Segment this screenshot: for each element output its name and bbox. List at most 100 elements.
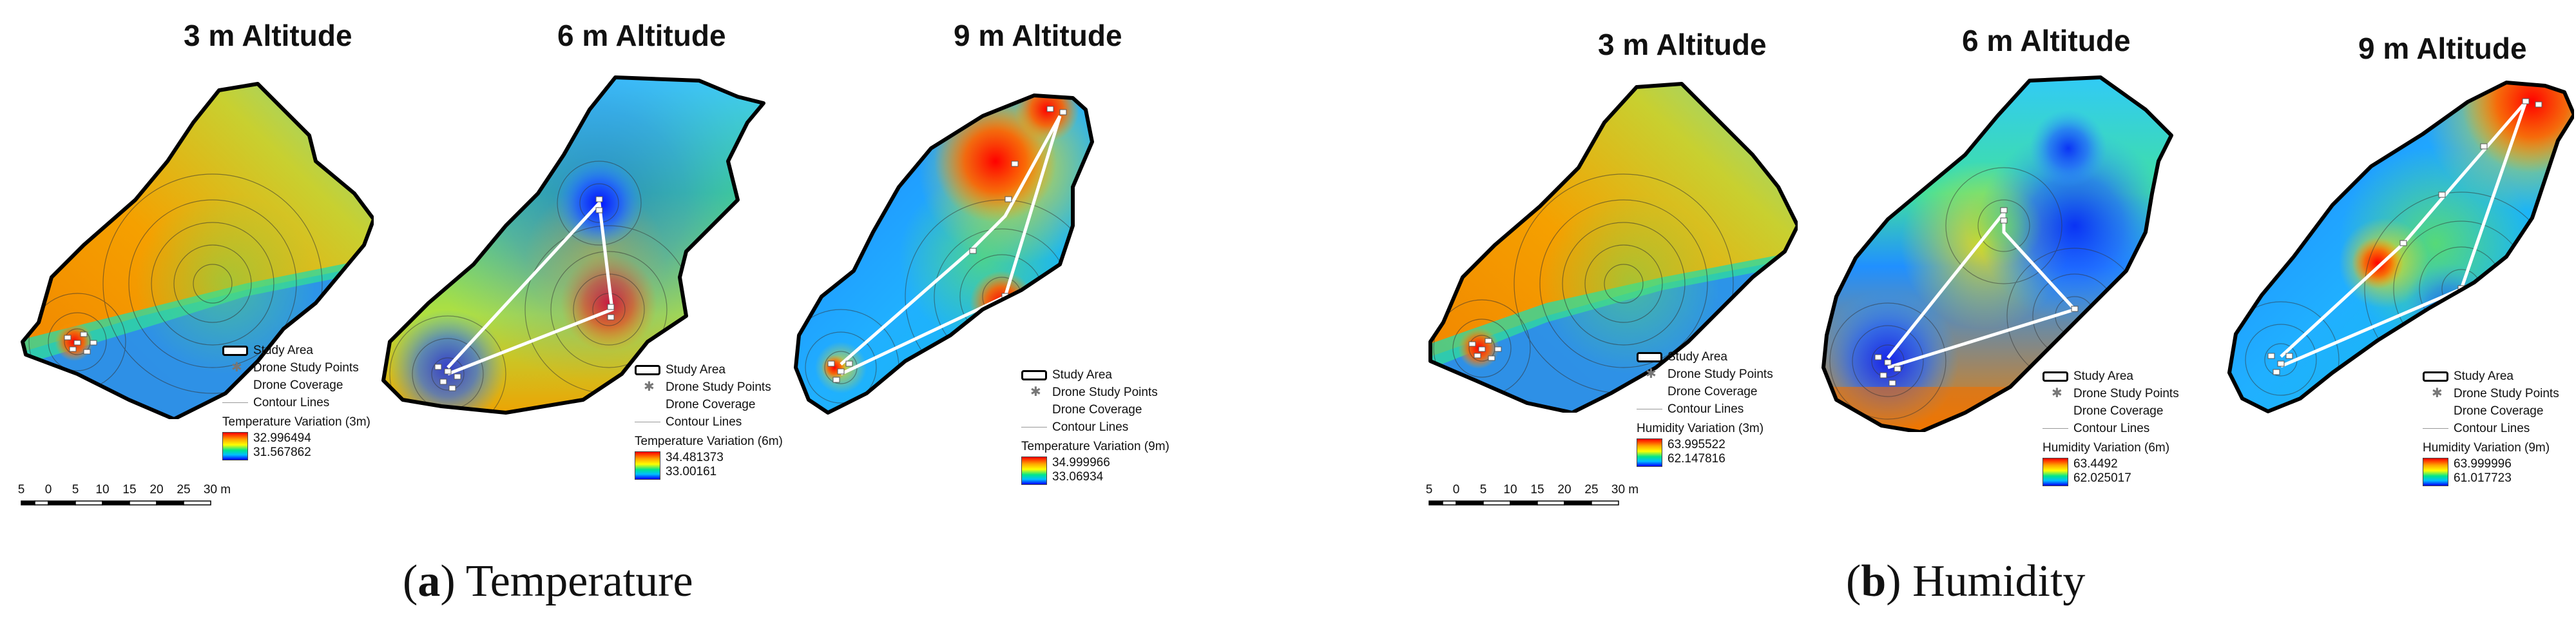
legend-drone-coverage: Drone Coverage [1668, 385, 1758, 398]
legend-drone-points: ✱ Drone Study Points [2052, 386, 2179, 400]
map-temp-6m [381, 75, 765, 415]
legend-study-area: Study Area [1021, 366, 1169, 384]
map-hum-3m [1428, 82, 1798, 413]
scale-label-5: 20 [149, 483, 163, 496]
legend-hum-3m: Study Area ✱ Drone Study Points Drone Cov… [1637, 348, 1773, 468]
scale-label-1: 0 [45, 483, 52, 496]
color-ramp-icon [1021, 457, 1047, 485]
variation-title: Humidity Variation (9m) [2423, 441, 2550, 455]
study-area-symbol-icon [1021, 370, 1047, 380]
study-area-symbol-icon [2423, 371, 2448, 382]
drone-point-icon: ✱ [2052, 386, 2062, 400]
scale-label-6: 25 [177, 483, 190, 496]
map-temp-9m [794, 93, 1094, 415]
panel-title-hum9: 9 m Altitude [2358, 32, 2527, 65]
legend-drone-coverage: Drone Coverage [1052, 403, 1142, 417]
scale-bar-humidity: 5 0 5 10 15 20 25 30 m [1424, 480, 1643, 519]
ramp-max: 63.999996 [2454, 457, 2512, 471]
variation-title: Humidity Variation (6m) [2043, 441, 2170, 455]
caption-a: (a) Temperature [403, 556, 693, 606]
ramp-min: 31.567862 [253, 446, 311, 459]
legend-study-area: Study Area [222, 342, 370, 359]
color-ramp: 34.999966 33.06934 [1021, 455, 1169, 486]
color-ramp-icon [635, 451, 660, 480]
legend-contour-lines: Contour Lines [1021, 418, 1169, 436]
color-ramp-icon [2043, 458, 2068, 486]
color-ramp: 32.996494 31.567862 [222, 431, 370, 462]
ramp-min: 61.017723 [2454, 471, 2512, 485]
legend-contour-lines: Contour Lines [2043, 420, 2169, 437]
legend-contour-lines: Contour Lines [635, 413, 783, 431]
contour-line-icon [2043, 428, 2068, 429]
legend-drone-coverage: Drone Coverage [253, 378, 343, 392]
legend-drone-points: ✱ Drone Study Points [1030, 385, 1158, 399]
legend-drone-coverage: Drone Coverage [666, 398, 756, 411]
map-temp-3m [21, 82, 374, 419]
legend-drone-points: ✱ Drone Study Points [2432, 386, 2559, 400]
variation-title: Humidity Variation (3m) [1637, 422, 1764, 435]
variation-title: Temperature Variation (3m) [222, 415, 370, 429]
legend-contour-lines: Contour Lines [222, 394, 370, 411]
legend-temp-9m: Study Area ✱ Drone Study Points Drone Cov… [1021, 366, 1169, 486]
scale-bar-labels: 5 0 5 10 15 20 25 30 m [18, 483, 231, 496]
panel-title-temp3: 3 m Altitude [184, 19, 352, 52]
panel-title-temp6: 6 m Altitude [557, 19, 726, 52]
scale-label-2: 5 [72, 483, 79, 496]
scale-label-7: 30 m [1611, 483, 1639, 496]
scale-bar-graphic: 5 0 5 10 15 20 25 30 m [18, 483, 231, 506]
drone-point-icon: ✱ [1030, 385, 1041, 399]
legend-hum-9m: Study Area ✱ Drone Study Points Drone Cov… [2423, 368, 2559, 487]
variation-title: Temperature Variation (9m) [1021, 440, 1169, 453]
map-hum-6m [1821, 75, 2173, 432]
scale-label-7: 30 m [204, 483, 231, 496]
scale-label-5: 20 [1557, 483, 1571, 496]
ramp-max: 32.996494 [253, 431, 311, 445]
ramp-max: 34.481373 [666, 451, 724, 464]
contour-line-icon [2423, 428, 2448, 429]
legend-hum-6m: Study Area ✱ Drone Study Points Drone Cov… [2043, 368, 2179, 487]
caption-b: (b) Humidity [1846, 556, 2086, 606]
legend-drone-coverage: Drone Coverage [2073, 404, 2164, 418]
ramp-min: 33.00161 [666, 465, 717, 478]
legend-study-area: Study Area [635, 361, 783, 378]
scale-label-2: 5 [1480, 483, 1487, 496]
scale-bar-graphic: 5 0 5 10 15 20 25 30 m [1426, 483, 1639, 506]
study-area-symbol-icon [1637, 352, 1662, 362]
ramp-min: 62.025017 [2073, 471, 2131, 485]
legend-temp-6m: Study Area ✱ Drone Study Points Drone Cov… [635, 361, 783, 481]
panel-title-hum3: 3 m Altitude [1598, 28, 1767, 61]
legend-study-area: Study Area [1637, 348, 1764, 366]
drone-point-icon: ✱ [2432, 386, 2443, 400]
ramp-min: 62.147816 [1668, 452, 1725, 466]
scale-label-4: 15 [1530, 483, 1544, 496]
color-ramp-icon [222, 432, 248, 460]
drone-point-icon: ✱ [644, 380, 655, 394]
study-area-symbol-icon [222, 346, 248, 356]
scale-label-4: 15 [122, 483, 136, 496]
legend-study-area: Study Area [2423, 368, 2550, 385]
scale-bar-temperature: 5 0 5 10 15 20 25 30 m [16, 480, 235, 519]
legend-drone-points: ✱ Drone Study Points [1646, 367, 1773, 381]
legend-study-area: Study Area [2043, 368, 2169, 385]
legend-contour-lines: Contour Lines [1637, 400, 1764, 418]
drone-point-icon: ✱ [231, 360, 242, 375]
legend-contour-lines: Contour Lines [2423, 420, 2550, 437]
legend-temp-3m: Study Area ✱ Drone Study Points Drone Cov… [222, 342, 370, 462]
scale-label-6: 25 [1584, 483, 1598, 496]
color-ramp: 63.995522 62.147816 [1637, 437, 1764, 468]
contour-line-icon [1021, 427, 1047, 428]
ramp-max: 34.999966 [1052, 456, 1110, 469]
contour-line-icon [222, 402, 248, 403]
scale-label-3: 10 [95, 483, 109, 496]
ramp-max: 63.4492 [2073, 457, 2118, 471]
scale-label-0: 5 [18, 483, 25, 496]
drone-point-icon: ✱ [1646, 367, 1657, 381]
color-ramp: 63.999996 61.017723 [2423, 457, 2550, 487]
study-area-symbol-icon [635, 365, 660, 375]
variation-title: Temperature Variation (6m) [635, 435, 783, 448]
scale-label-0: 5 [1426, 483, 1433, 496]
map-hum-9m [2227, 81, 2574, 413]
legend-drone-coverage: Drone Coverage [2454, 404, 2544, 418]
scale-label-3: 10 [1503, 483, 1517, 496]
scale-label-1: 0 [1453, 483, 1460, 496]
